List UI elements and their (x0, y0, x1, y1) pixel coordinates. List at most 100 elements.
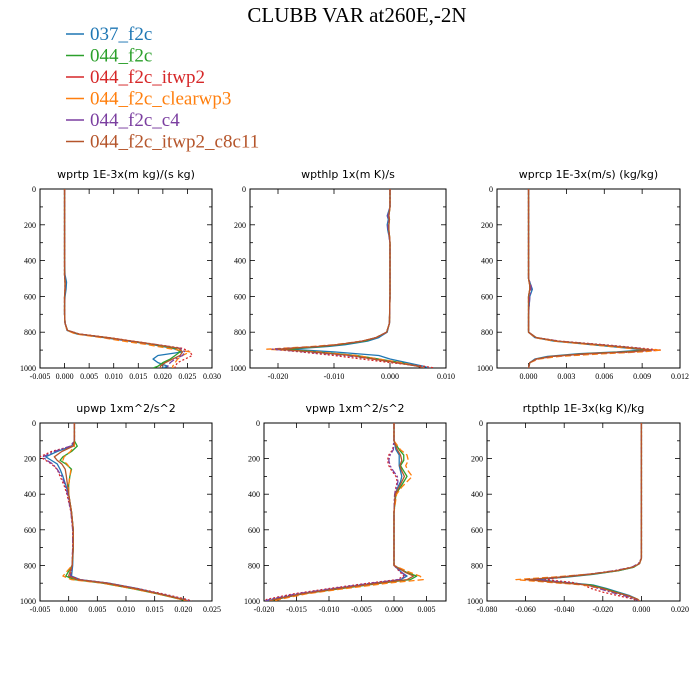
series-line-044_f2c_itwp2_c8c11 (269, 423, 415, 601)
legend-label: 044_f2c_clearwp3 (90, 89, 231, 110)
series-line-044_f2c_itwp2_c8c11 (524, 423, 643, 601)
x-tick-label: 0.005 (80, 372, 98, 381)
y-tick-label: 400 (234, 257, 246, 266)
x-tick-label: 0.000 (60, 605, 78, 614)
panel-title: wprtp 1E-3x(m kg)/(s kg) (57, 168, 195, 181)
x-tick-label: 0.020 (154, 372, 172, 381)
series-line-044_f2c_c4 (42, 423, 190, 601)
series-line-044_f2c_clearwp3 (273, 423, 424, 601)
y-tick-label: 800 (24, 561, 36, 570)
x-tick-label: 0.000 (632, 605, 650, 614)
y-tick-label: 200 (471, 455, 483, 464)
y-tick-label: 0 (489, 185, 493, 194)
series-line-044_f2c_c4 (271, 189, 424, 368)
panel-title: vpwp 1xm^2/s^2 (305, 402, 404, 415)
panel-title: upwp 1xm^2/s^2 (76, 402, 176, 415)
panels: wprtp 1E-3x(m kg)/(s kg) 0 200 400 600 800 100… (20, 168, 689, 614)
y-tick-label: 400 (481, 257, 493, 266)
y-tick-label: 600 (234, 292, 246, 301)
legend-item: 044_f2c_clearwp3 (66, 89, 231, 110)
x-tick-label: 0.006 (595, 372, 613, 381)
x-tick-label: -0.005 (351, 605, 372, 614)
series-line-044_f2c_itwp2_c8c11 (63, 189, 184, 368)
y-tick-label: 1000 (477, 364, 493, 373)
y-tick-label: 1000 (244, 597, 260, 606)
y-tick-label: 600 (24, 526, 36, 535)
series-line-044_f2c_clearwp3 (62, 423, 187, 601)
legend-label: 037_f2c (90, 24, 152, 45)
y-tick-label: 400 (471, 490, 483, 499)
series-line-044_f2c_clearwp3 (515, 423, 643, 601)
panel-6: rtpthlp 1E-3x(kg K)/kg02004006008001000-… (467, 402, 689, 614)
y-tick-label: 800 (24, 328, 36, 337)
series-group (527, 189, 662, 368)
x-tick-label: -0.080 (477, 605, 498, 614)
x-tick-label: -0.020 (592, 605, 613, 614)
y-tick-label: 1000 (20, 364, 36, 373)
y-tick-label: 600 (471, 526, 483, 535)
x-tick-label: 0.005 (88, 605, 106, 614)
series-line-044_f2c_itwp2 (527, 189, 662, 368)
panel-title: wpthlp 1x(m K)/s (301, 168, 395, 181)
x-tick-label: -0.060 (515, 605, 536, 614)
series-group (264, 423, 424, 601)
series-line-044_f2c (282, 189, 424, 368)
x-tick-label: 0.000 (56, 372, 74, 381)
legend-item: 044_f2c_itwp2_c8c11 (66, 132, 259, 153)
legend-label: 044_f2c_itwp2 (90, 67, 205, 88)
legend-label: 044_f2c_itwp2_c8c11 (90, 132, 259, 153)
y-tick-label: 800 (471, 561, 483, 570)
y-tick-label: 600 (24, 292, 36, 301)
legend-label: 044_f2c (90, 46, 152, 67)
x-tick-label: 0.000 (381, 372, 399, 381)
legend-item: 044_f2c (66, 46, 152, 67)
panel-4: upwp 1xm^2/s^2 0 200 400 600 800 1000-0.005 0.0… (20, 402, 221, 614)
y-tick-label: 200 (24, 221, 36, 230)
y-tick-label: 800 (481, 328, 493, 337)
series-line-044_f2c_itwp2_c8c11 (277, 189, 424, 368)
x-tick-label: -0.015 (286, 605, 307, 614)
legend: 037_f2c044_f2c044_f2c_itwp2044_f2c_clear… (66, 24, 259, 153)
series-group (266, 189, 435, 368)
x-tick-label: 0.009 (633, 372, 651, 381)
y-tick-label: 1000 (230, 364, 246, 373)
series-group (63, 189, 193, 368)
y-tick-label: 0 (242, 185, 246, 194)
series-line-044_f2c_clearwp3 (527, 189, 662, 368)
series-line-044_f2c_itwp2 (264, 423, 405, 601)
panel-2: wpthlp 1x(m K)/s 0 200 400 600 800 1000 -0.020 -… (230, 168, 455, 381)
legend-item: 044_f2c_c4 (66, 110, 180, 131)
x-tick-label: -0.005 (30, 605, 51, 614)
series-line-044_f2c_clearwp3 (63, 189, 191, 368)
plot-frame (496, 188, 681, 369)
x-tick-label: 0.012 (671, 372, 689, 381)
series-line-037_f2c (267, 423, 408, 601)
plot-frame (263, 422, 447, 602)
panel-title: rtpthlp 1E-3x(kg K)/kg (523, 402, 645, 415)
x-tick-label: 0.005 (418, 605, 436, 614)
y-tick-label: 0 (479, 419, 483, 428)
y-tick-label: 800 (234, 328, 246, 337)
series-line-044_f2c_c4 (527, 189, 653, 368)
y-tick-label: 1000 (20, 597, 36, 606)
y-tick-label: 1000 (467, 597, 483, 606)
panel-3: wprcp 1E-3x(m/s) (kg/kg) 0 200 400 600 800 100… (477, 168, 689, 381)
y-tick-label: 0 (32, 419, 36, 428)
legend-item: 037_f2c (66, 24, 152, 45)
x-tick-label: 0.000 (520, 372, 538, 381)
y-tick-label: 400 (248, 490, 260, 499)
series-line-044_f2c (59, 423, 187, 601)
x-tick-label: 0.020 (671, 605, 689, 614)
x-tick-label: 0.010 (117, 605, 135, 614)
legend-label: 044_f2c_c4 (90, 110, 180, 131)
plot-frame (249, 188, 447, 369)
x-tick-label: -0.010 (324, 372, 345, 381)
series-line-044_f2c (527, 189, 650, 368)
panel-1: wprtp 1E-3x(m kg)/(s kg) 0 200 400 600 800 100… (20, 168, 221, 381)
series-line-044_f2c_itwp2 (271, 189, 435, 368)
x-tick-label: 0.010 (105, 372, 123, 381)
y-tick-label: 800 (248, 561, 260, 570)
series-line-044_f2c (270, 423, 418, 601)
